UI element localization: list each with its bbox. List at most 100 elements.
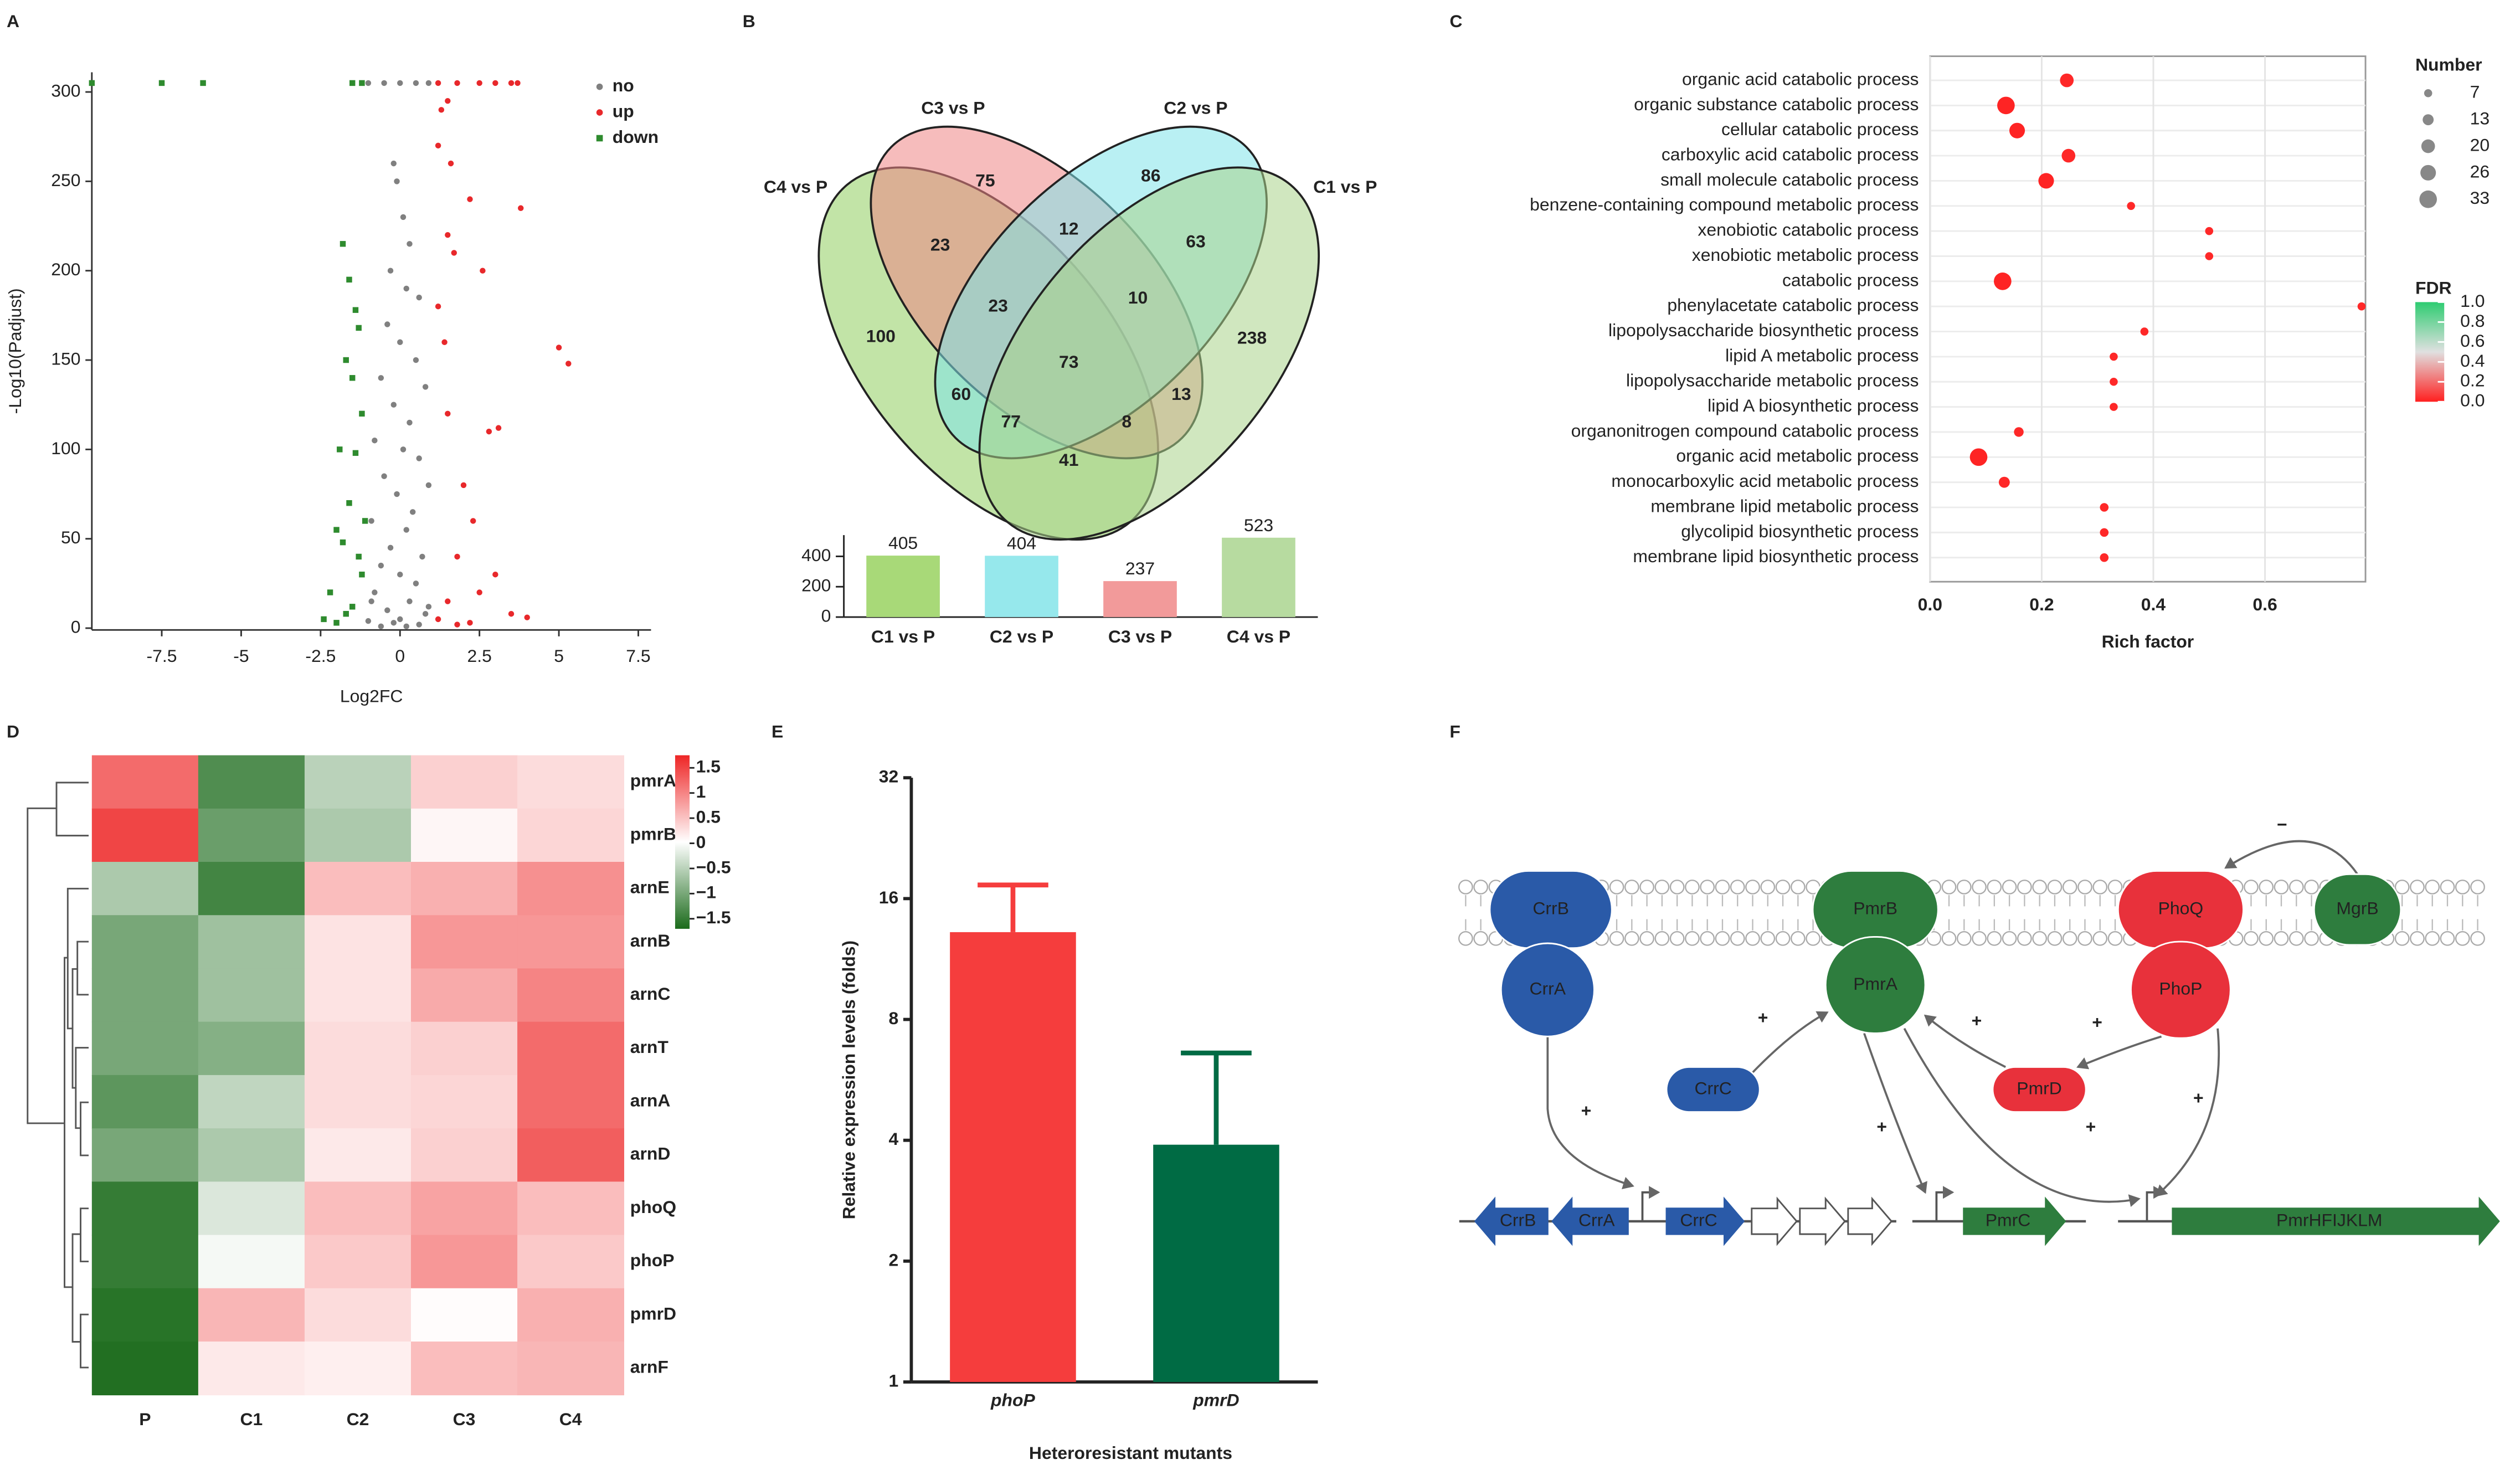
dendrogram	[80, 1313, 89, 1369]
point	[480, 268, 486, 274]
panel-label: F	[1449, 721, 1460, 741]
promoter	[1935, 1186, 1955, 1221]
x-axis-label: Rich factor	[2102, 631, 2194, 651]
dendrogram	[27, 807, 65, 1124]
y-tick-label: phenylacetate catabolic process	[1667, 295, 1919, 315]
protein	[1824, 936, 1926, 1034]
edge	[1546, 1036, 1634, 1189]
y-tick-label: lipid A biosynthetic process	[1708, 395, 1919, 415]
point	[419, 553, 425, 560]
point	[445, 232, 451, 238]
y-tick-label: xenobiotic metabolic process	[1692, 245, 1919, 265]
size-legend-marker	[2420, 165, 2436, 181]
gene-arrow	[1963, 1196, 2066, 1246]
point	[349, 80, 356, 86]
heatmap-cell	[411, 1181, 518, 1236]
lipid-head	[2394, 931, 2410, 946]
heatmap-cell	[304, 1181, 412, 1236]
lipid-head	[1715, 931, 1730, 946]
point	[333, 620, 340, 626]
heatmap-cell	[198, 1181, 305, 1236]
point	[518, 205, 524, 212]
lipid-head	[2410, 880, 2425, 895]
colorbar	[2415, 302, 2445, 402]
lipid-head	[1956, 931, 1972, 946]
edge	[2155, 1028, 2220, 1197]
point	[445, 410, 451, 417]
dendrogram	[55, 782, 89, 837]
point	[387, 268, 394, 274]
heatmap-cell	[198, 1342, 305, 1396]
row-label: arnF	[630, 1357, 668, 1377]
point	[524, 614, 530, 620]
point	[403, 623, 409, 630]
heatmap-cell	[198, 1235, 305, 1289]
point	[372, 589, 378, 595]
x-tick-label: C4 vs P	[1227, 626, 1290, 646]
lipid-head	[1685, 880, 1700, 895]
row-label: arnC	[630, 984, 671, 1004]
value-label: 237	[1125, 558, 1155, 578]
heatmap-cell	[517, 1288, 624, 1342]
colorbar-tick-label: −1	[696, 882, 716, 902]
bubble	[2127, 202, 2135, 210]
point	[476, 80, 482, 86]
point	[454, 80, 460, 86]
heatmap-cell	[304, 968, 412, 1022]
protein-label: PhoP	[2159, 979, 2202, 999]
point	[403, 527, 409, 533]
point	[356, 325, 362, 331]
y-tick-label: cellular catabolic process	[1721, 119, 1919, 139]
edge	[1924, 1014, 2006, 1068]
colorbar-tick-label: −1.5	[696, 907, 731, 927]
dendrogram	[71, 968, 78, 1089]
protein-label: CrrA	[1530, 979, 1566, 999]
protein	[1992, 1066, 2087, 1113]
lipid-head	[2274, 931, 2289, 946]
protein	[2130, 941, 2231, 1039]
y-tick-label: lipopolysaccharide metabolic process	[1626, 371, 1919, 390]
gene-arrow	[1799, 1196, 1846, 1246]
venn-region-count: 10	[1128, 287, 1148, 307]
edge-sign: +	[1758, 1008, 1768, 1027]
row-label: arnE	[630, 877, 670, 897]
venn-region-count: 12	[1059, 218, 1078, 238]
point	[492, 80, 498, 86]
bubble	[2110, 352, 2118, 361]
lipid-head	[2017, 931, 2032, 946]
bubble	[1969, 448, 1988, 466]
dendrogram	[71, 1233, 81, 1343]
lipid-head	[1654, 880, 1670, 895]
bubble	[2357, 302, 2366, 311]
panel-label: B	[743, 11, 755, 31]
heatmap-cell	[411, 808, 518, 862]
heatmap-cell	[517, 755, 624, 809]
point	[343, 357, 349, 363]
y-tick-label: 0	[71, 616, 81, 636]
heatmap-cell	[198, 808, 305, 862]
bar	[866, 556, 940, 618]
heatmap-cell	[91, 968, 199, 1022]
x-tick-label: pmrD	[1192, 1390, 1239, 1410]
heatmap-cell	[91, 1181, 199, 1236]
y-tick-label: 250	[51, 170, 80, 190]
size-legend-label: 26	[2470, 161, 2490, 181]
point	[327, 589, 333, 595]
column-label: C1	[240, 1409, 263, 1429]
y-tick-label: monocarboxylic acid metabolic process	[1611, 471, 1919, 491]
point	[343, 611, 349, 617]
colorbar-tick-label: 1.0	[2460, 291, 2485, 311]
lipid-head	[2002, 880, 2017, 895]
lipid-head	[2062, 880, 2077, 895]
point	[422, 611, 429, 617]
heatmap-cell	[198, 755, 305, 809]
bubble	[2205, 227, 2214, 235]
y-tick-label: 100	[51, 438, 80, 458]
point	[352, 450, 359, 456]
edge-sign: +	[2086, 1117, 2096, 1137]
x-tick-label: phoP	[990, 1390, 1035, 1410]
point	[454, 621, 460, 628]
venn-region-count: 73	[1059, 352, 1078, 372]
lipid-head	[1760, 880, 1776, 895]
